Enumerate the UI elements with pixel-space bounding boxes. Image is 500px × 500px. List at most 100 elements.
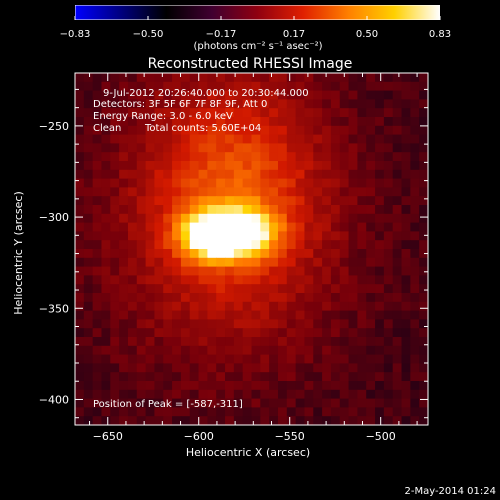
heatmap-cell [419,152,429,162]
heatmap-cell [330,284,341,294]
heatmap-cell [207,275,217,285]
heatmap-cell [375,178,385,188]
heatmap-cell [392,231,403,241]
heatmap-cell [110,134,120,144]
heatmap-cell [304,310,314,320]
heatmap-cell [233,310,244,320]
heatmap-cell [348,169,358,180]
heatmap-cell [419,81,429,92]
heatmap-cell [286,266,297,276]
heatmap-cell [83,266,94,276]
heatmap-cell [269,152,279,162]
heatmap-cell [260,169,270,180]
heatmap-cell [216,319,226,329]
heatmap-cell [225,398,235,408]
heatmap-cell [375,266,385,276]
heatmap-cell [330,117,341,127]
heatmap-cell [410,249,420,259]
heatmap-cell [269,381,279,391]
heatmap-cell [92,381,102,391]
heatmap-cell [242,416,252,426]
heatmap-cell [127,293,138,303]
heatmap-cell [313,169,323,180]
heatmap-cell [401,134,411,144]
heatmap-cell [286,310,297,320]
heatmap-cell [189,205,200,215]
heatmap-cell [242,231,252,241]
heatmap-cell [154,196,164,206]
heatmap-cell [366,407,376,417]
heatmap-cell [251,169,261,180]
heatmap-cell [295,81,305,92]
heatmap-cell [392,205,403,215]
heatmap-cell [392,319,403,329]
heatmap-cell [216,398,226,408]
heatmap-cell [383,407,394,417]
heatmap-cell [233,205,244,215]
heatmap-cell [383,205,394,215]
heatmap-cell [101,213,111,224]
heatmap-cell [189,178,200,188]
heatmap-cell [145,275,155,285]
heatmap-cell [75,257,85,268]
heatmap-cell [110,240,120,250]
heatmap-cell [110,178,120,188]
heatmap-cell [172,187,182,197]
heatmap-cell [119,161,129,171]
heatmap-cell [101,117,111,127]
heatmap-cell [269,143,279,153]
heatmap-cell [401,363,411,373]
heatmap-cell [189,73,200,83]
heatmap-cell [127,407,138,417]
heatmap-cell [366,337,376,347]
heatmap-cell [419,354,429,364]
heatmap-cell [180,134,191,144]
heatmap-cell [172,134,182,144]
heatmap-cell [216,90,226,100]
heatmap-cell [401,416,411,426]
heatmap-cell [92,108,102,118]
heatmap-cell [198,398,208,408]
heatmap-cell [189,152,200,162]
heatmap-cell [189,161,200,171]
heatmap-cell [304,381,314,391]
heatmap-cell [163,152,173,162]
heatmap-cell [154,389,164,400]
heatmap-cell [392,73,403,83]
heatmap-cell [75,345,85,356]
heatmap-cell [375,407,385,417]
heatmap-cell [357,337,367,347]
heatmap-cell [83,337,94,347]
heatmap-cell [383,345,394,356]
heatmap-cell [172,90,182,100]
heatmap-cell [172,389,182,400]
heatmap-cell [410,275,420,285]
heatmap-cell [75,301,85,312]
heatmap-cell [101,178,111,188]
heatmap-cell [163,381,173,391]
heatmap-cell [401,125,411,136]
heatmap-cell [119,407,129,417]
heatmap-cell [225,389,235,400]
heatmap-cell [154,213,164,224]
heatmap-cell [110,143,120,153]
heatmap-cell [419,117,429,127]
heatmap-cell [392,257,403,268]
heatmap-cell [101,328,111,338]
heatmap-cell [401,407,411,417]
heatmap-cell [330,275,341,285]
colorbar-tick-label: 0.50 [356,29,378,40]
heatmap-cell [75,231,85,241]
heatmap-cell [233,81,244,92]
heatmap-cell [313,301,323,312]
heatmap-cell [242,310,252,320]
heatmap-cell [145,345,155,356]
heatmap-cell [357,169,367,180]
heatmap-cell [92,99,102,109]
heatmap-cell [110,407,120,417]
heatmap-cell [136,213,147,224]
heatmap-cell [163,205,173,215]
heatmap-cell [198,328,208,338]
footer-date: 2-May-2014 01:24 [404,486,496,497]
heatmap-cell [110,381,120,391]
